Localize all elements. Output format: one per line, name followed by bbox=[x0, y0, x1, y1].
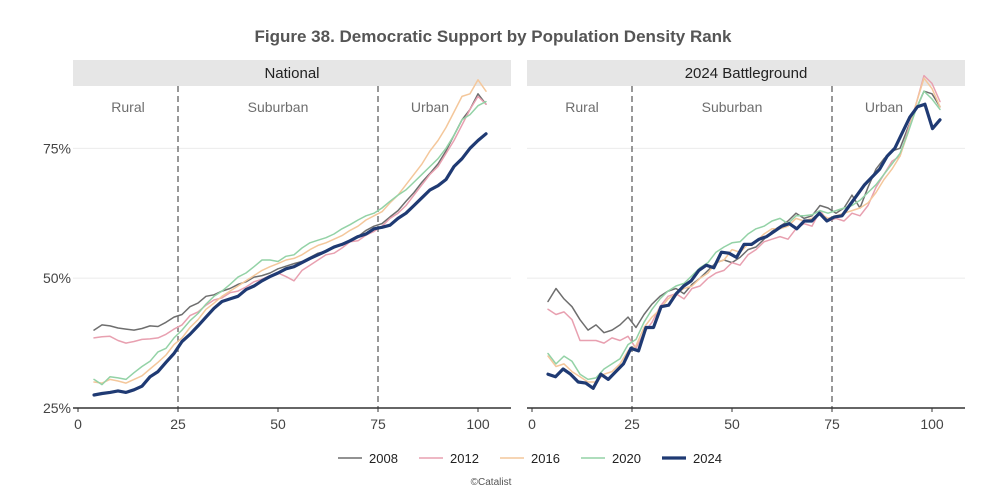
region-label-suburban: Suburban bbox=[248, 99, 309, 115]
series-line-2020 bbox=[547, 90, 941, 381]
panel-national: National Rural Suburban Urban 0 25 50 75 100 2… bbox=[43, 60, 511, 432]
y-tick-label: 25% bbox=[43, 400, 71, 416]
y-gridlines bbox=[527, 147, 965, 279]
series-line-2012 bbox=[547, 74, 941, 350]
region-label-rural: Rural bbox=[565, 99, 598, 115]
panel-strip bbox=[73, 60, 511, 86]
legend-label: 2020 bbox=[612, 451, 641, 466]
region-dividers bbox=[631, 86, 833, 408]
legend-item-2024: 2024 bbox=[662, 451, 722, 466]
y-axis-ticks: 25% 50% 75% bbox=[43, 140, 71, 416]
x-axis-ticks: 0 25 50 75 100 bbox=[528, 408, 944, 432]
x-tick-label: 50 bbox=[724, 416, 740, 432]
x-tick-label: 100 bbox=[920, 416, 944, 432]
y-tick-label: 75% bbox=[43, 140, 71, 156]
legend-item-2008: 2008 bbox=[338, 451, 398, 466]
y-gridlines bbox=[73, 147, 511, 279]
region-label-suburban: Suburban bbox=[702, 99, 763, 115]
y-tick-label: 50% bbox=[43, 270, 71, 286]
x-tick-label: 75 bbox=[370, 416, 386, 432]
x-tick-label: 25 bbox=[624, 416, 640, 432]
legend-item-2012: 2012 bbox=[419, 451, 479, 466]
region-labels: Rural Suburban Urban bbox=[111, 99, 449, 115]
series-line-2008 bbox=[547, 90, 941, 334]
region-labels: Rural Suburban Urban bbox=[565, 99, 903, 115]
x-axis-ticks: 0 25 50 75 100 bbox=[74, 408, 490, 432]
panel-strip bbox=[527, 60, 965, 86]
series-lines bbox=[92, 79, 488, 397]
x-tick-label: 100 bbox=[466, 416, 490, 432]
credit-text: ©Catalist bbox=[471, 477, 512, 488]
legend-label: 2012 bbox=[450, 451, 479, 466]
legend-label: 2024 bbox=[693, 451, 722, 466]
x-tick-label: 25 bbox=[170, 416, 186, 432]
panel-strip-label: National bbox=[264, 65, 319, 82]
series-line-2012 bbox=[93, 95, 487, 344]
x-tick-label: 0 bbox=[74, 416, 82, 432]
series-line-2020 bbox=[93, 100, 487, 386]
x-tick-label: 75 bbox=[824, 416, 840, 432]
series-line-2008 bbox=[93, 93, 487, 331]
legend-label: 2016 bbox=[531, 451, 560, 466]
region-dividers bbox=[177, 86, 379, 408]
series-line-2016 bbox=[547, 77, 941, 383]
panel-strip-label: 2024 Battleground bbox=[685, 65, 808, 82]
region-label-urban: Urban bbox=[411, 99, 449, 115]
series-lines bbox=[546, 74, 942, 390]
series-line-2016 bbox=[93, 79, 487, 384]
x-tick-label: 0 bbox=[528, 416, 536, 432]
region-label-rural: Rural bbox=[111, 99, 144, 115]
legend: 2008 2012 2016 2020 2024 bbox=[338, 451, 722, 466]
chart-title: Figure 38. Democratic Support by Populat… bbox=[254, 27, 732, 46]
legend-item-2020: 2020 bbox=[581, 451, 641, 466]
series-line-2024 bbox=[92, 132, 488, 397]
series-line-2024 bbox=[546, 102, 942, 390]
x-tick-label: 50 bbox=[270, 416, 286, 432]
legend-item-2016: 2016 bbox=[500, 451, 560, 466]
legend-label: 2008 bbox=[369, 451, 398, 466]
region-label-urban: Urban bbox=[865, 99, 903, 115]
panel-battleground: 2024 Battleground Rural Suburban Urban 0 25… bbox=[527, 60, 965, 432]
